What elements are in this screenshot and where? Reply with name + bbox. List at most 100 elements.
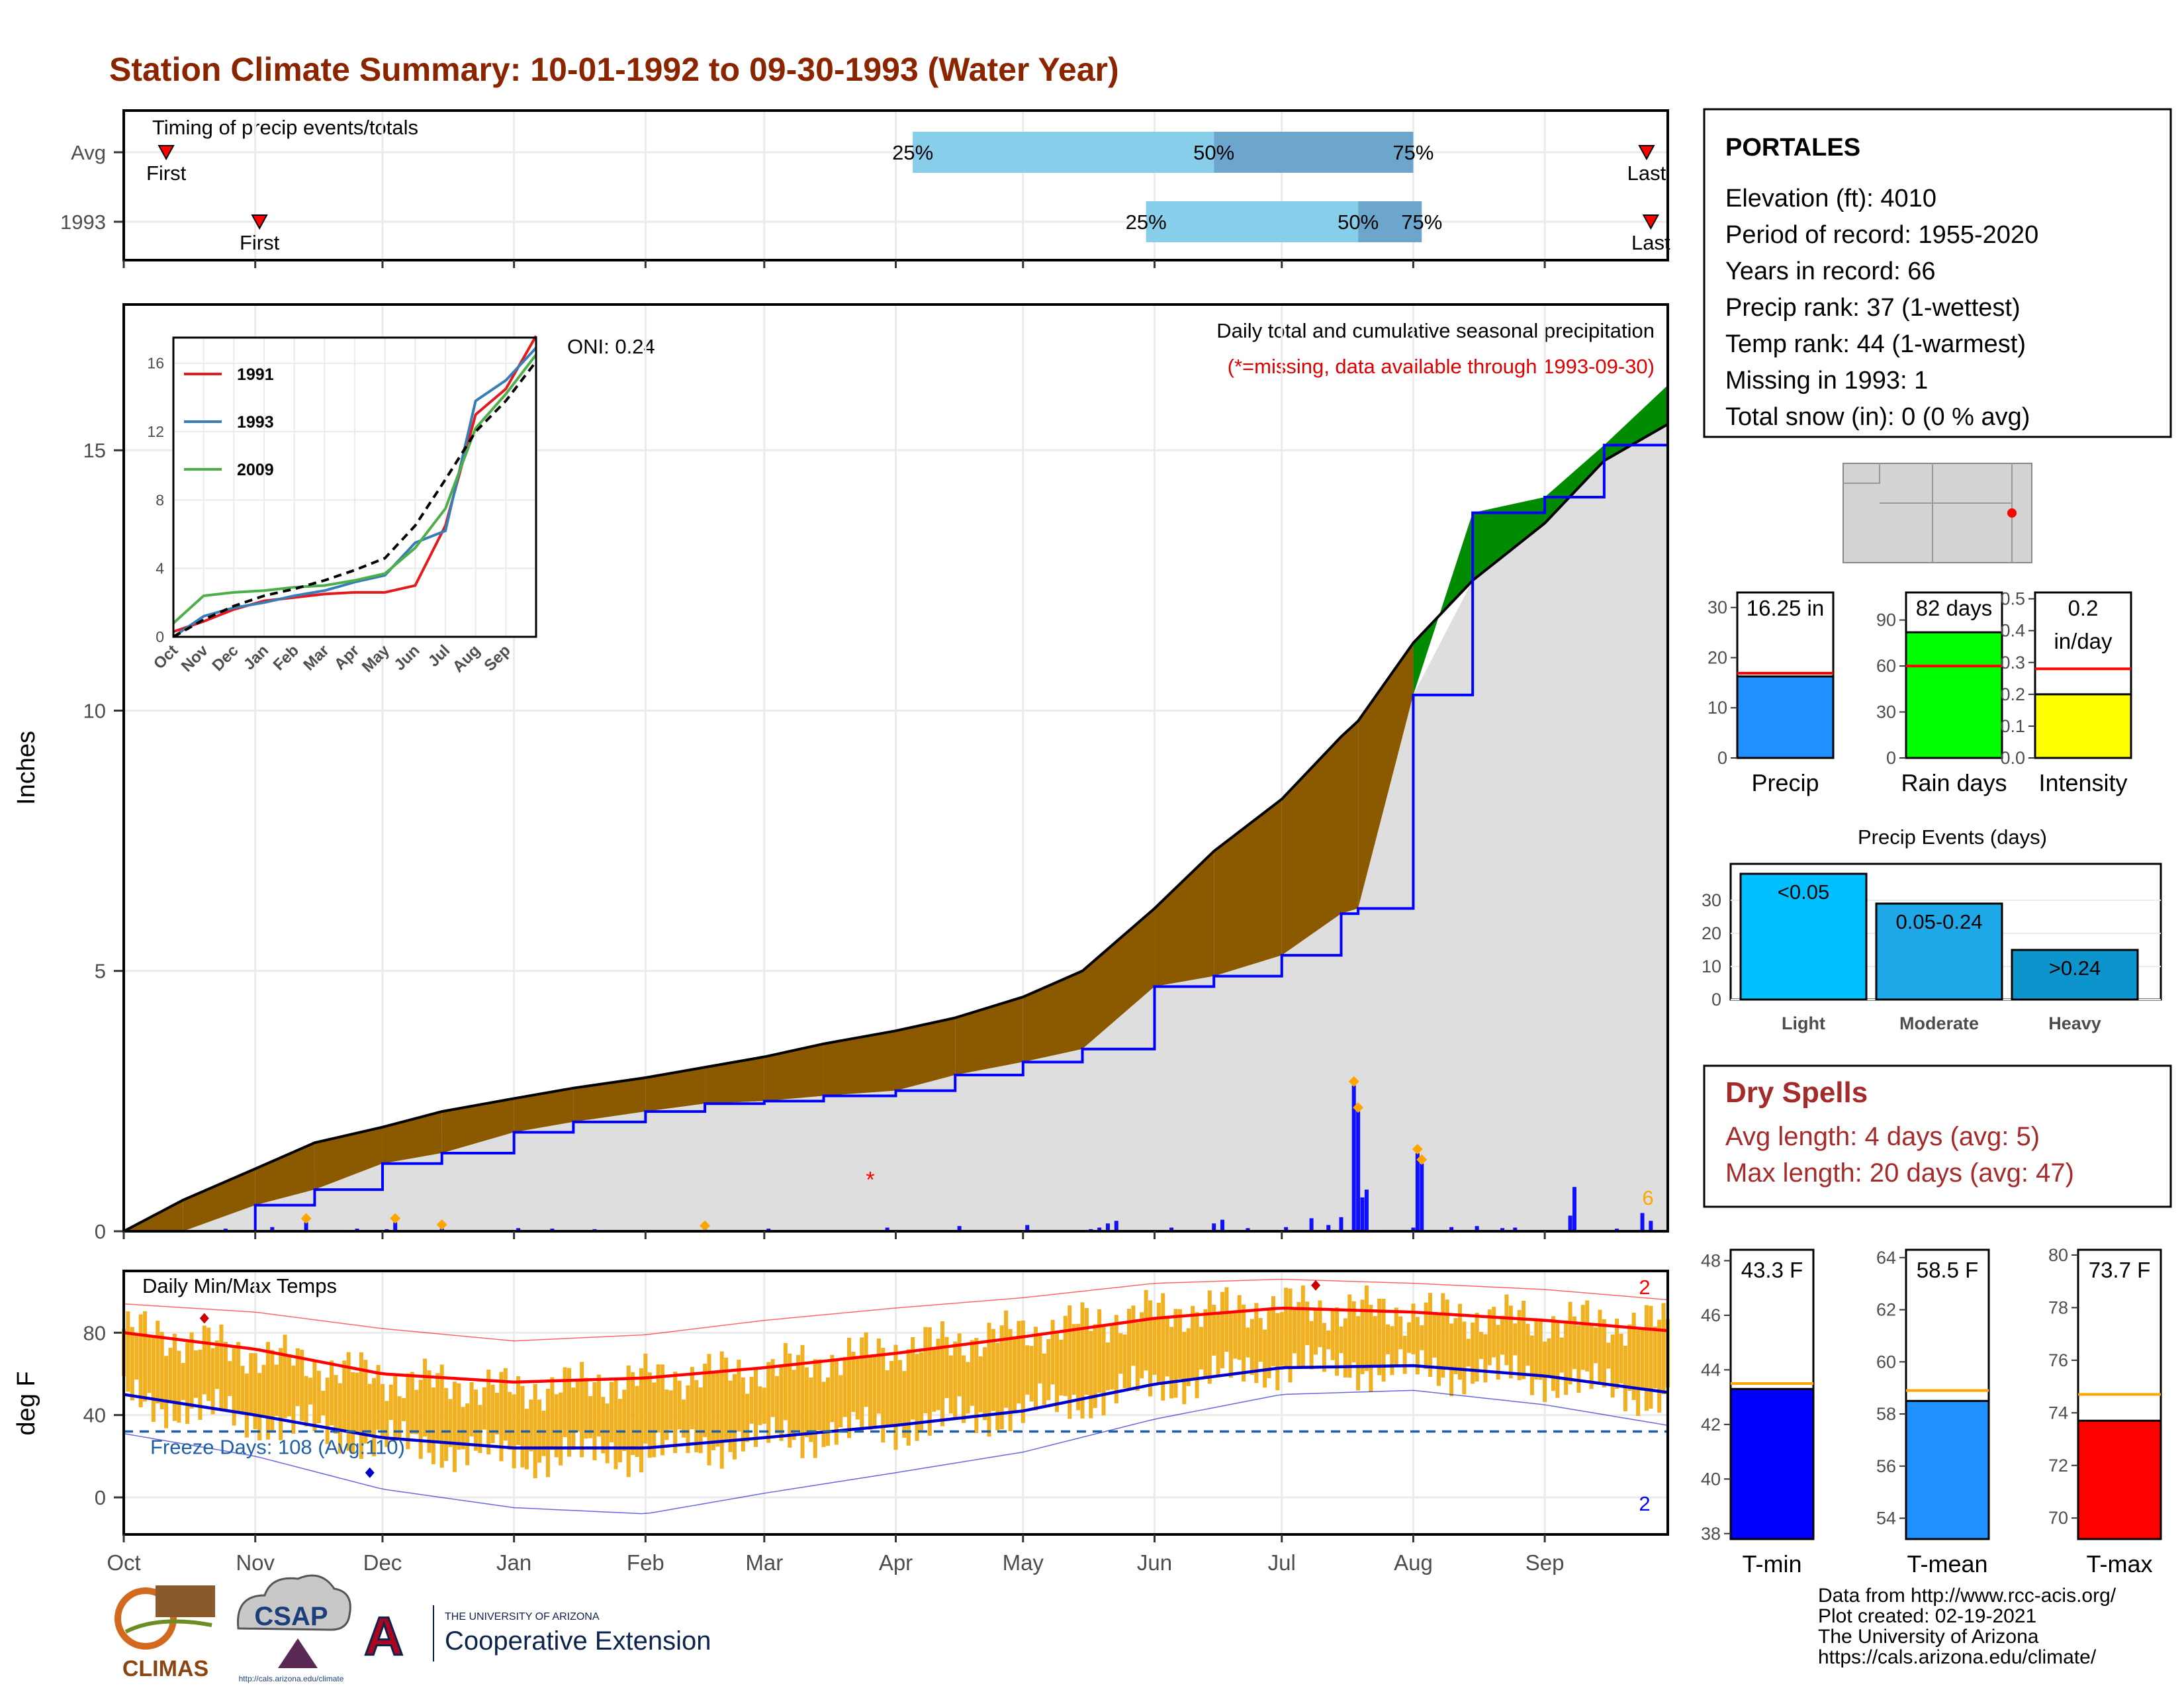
station-info-box: PORTALES Elevation (ft): 4010 Period of r… [1703,108,2172,438]
footer: Data from http://www.rcc-acis.org/Plot c… [114,1574,2116,1683]
footer-credit-line: Data from http://www.rcc-acis.org/ [1818,1585,2116,1607]
tbar-ytick-label: 76 [2048,1350,2068,1370]
mini-ytick-label: 60 [1876,656,1896,676]
month-label: Aug [1394,1550,1433,1575]
ua-block-a-logo: A [364,1607,403,1667]
below-avg-fill [314,1127,383,1190]
timing-bar-50-75 [1358,201,1422,242]
temperature-summary-bars: 38 40 42 44 46 48 43.3 F T-min 54 56 58 60 62 64 58.5 … [1701,1245,2162,1577]
timing-last-marker [1638,145,1655,161]
timing-last-marker [1642,214,1660,230]
precip-events-chart: Precip Events (days) 0 10 20 30 <0.05 Light 0.… [1702,825,2162,1033]
missing-data-marker: * [866,1167,874,1192]
mini-ytick-label: 0.3 [2000,653,2025,673]
daily-precip-bar [1572,1187,1576,1231]
station-name: PORTALES [1725,134,1860,162]
month-label: Sep [1525,1550,1565,1575]
temperature-panel: deg F Daily Min/Max Temps 0 40 80 Freeze Da… [13,1270,1670,1575]
tbar-ytick-label: 54 [1876,1509,1896,1528]
ua-logo-small-text: THE UNIVERSITY OF ARIZONA [445,1611,600,1622]
mini-value-label: 82 days [1916,596,1993,620]
below-avg-fill [955,997,1023,1076]
below-avg-fill [255,1143,315,1205]
daily-precip-bar [1246,1228,1250,1231]
tbar-value-label: 73.7 F [2089,1258,2151,1282]
below-avg-fill [1358,643,1414,909]
daily-precip-bar [1475,1226,1479,1231]
month-label: Apr [879,1550,913,1575]
mini-value-label: in/day [2054,629,2113,653]
tbar-value-label: 58.5 F [1917,1258,1979,1282]
timing-bar-25-50 [1146,201,1359,242]
above-avg-fill [1473,497,1545,581]
below-avg-fill [823,1031,896,1096]
station-info-line: Period of record: 1955-2020 [1725,221,2038,249]
inset-legend-label: 2009 [237,461,274,479]
tbar-ytick-label: 78 [2048,1297,2068,1317]
temp-ytick-label: 80 [83,1321,106,1344]
precip-summary-bars: 0 10 20 30 16.25 in Precip 0 30 60 90 82 days Rain … [1707,589,2132,796]
timing-first-marker [251,214,268,230]
below-avg-fill [183,1168,255,1231]
avg-min-line [123,1364,1668,1450]
daily-precip-bar [304,1222,308,1231]
inset-ytick-label: 4 [156,560,164,577]
station-location-dot [2007,508,2017,518]
daily-precip-bar [1356,1111,1361,1231]
mini-ytick-label: 10 [1707,698,1727,718]
record-max-marker [1311,1280,1321,1291]
timing-p75-label: 75% [1392,141,1433,164]
timing-first-marker [158,145,175,161]
csap-logo-url: http://cals.arizona.edu/climate [239,1674,344,1683]
daily-precip-bar [516,1228,521,1231]
mini-ytick-label: 0 [1717,748,1727,768]
timing-p50-label: 50% [1338,211,1379,234]
daily-precip-bar [1169,1227,1174,1231]
record-max-marker [199,1313,209,1324]
events-bar [1875,902,2003,1001]
mini-ytick-label: 0.4 [2000,621,2025,641]
precip-ytick-label: 15 [83,439,106,462]
timing-first-label: First [240,231,280,254]
month-label: Dec [363,1550,402,1575]
station-info-line: Years in record: 66 [1725,258,1936,285]
below-avg-fill [1281,736,1342,956]
event-count-label: 6 [1642,1186,1653,1209]
avg-max-line [123,1306,1668,1384]
events-bar [1739,872,1868,1001]
mini-ytick-label: 30 [1876,702,1896,722]
mini-bar [1905,631,2003,759]
events-ytick-label: 0 [1711,990,1721,1009]
mini-bar [2034,693,2132,759]
extreme-event-marker [1353,1102,1364,1113]
tbar-value-label: 43.3 F [1741,1258,1803,1282]
daily-precip-bar [1411,1227,1416,1231]
daily-precip-bar [1568,1215,1572,1231]
below-avg-fill [895,1017,956,1091]
events-category-label: Moderate [1899,1013,1979,1033]
mini-category-label: Intensity [2038,769,2127,796]
inset-ytick-label: 8 [156,491,164,508]
timing-last-label: Last [1631,231,1670,254]
daily-precip-bar [957,1226,962,1231]
timing-p25-label: 25% [1126,211,1167,234]
daily-precip-bar [1415,1153,1420,1231]
mini-ytick-label: 0.0 [2000,748,2025,768]
timing-p50-label: 50% [1193,141,1234,164]
inset-legend-label: 1991 [237,365,274,384]
location-map [1843,463,2032,563]
footer-credit-line: https://cals.arizona.edu/climate/ [1818,1646,2097,1668]
mini-ytick-label: 0.2 [2000,684,2025,704]
inset-ytick-label: 12 [147,423,164,440]
timing-row-label: 1993 [60,211,106,234]
inset-chart: 0481216199119932009OctNovDecJanFebMarApr… [147,335,537,676]
precip-ytick-label: 5 [95,960,106,983]
timing-row-label: Avg [71,141,106,164]
timing-p25-label: 25% [892,141,933,164]
record-min-marker [365,1467,375,1478]
timing-bar-50-75 [1214,132,1414,173]
station-info-line: Total snow (in): 0 (0 % avg) [1725,403,2030,431]
tbar-ytick-label: 46 [1701,1305,1721,1325]
station-info-line: Precip rank: 37 (1-wettest) [1725,294,2021,322]
